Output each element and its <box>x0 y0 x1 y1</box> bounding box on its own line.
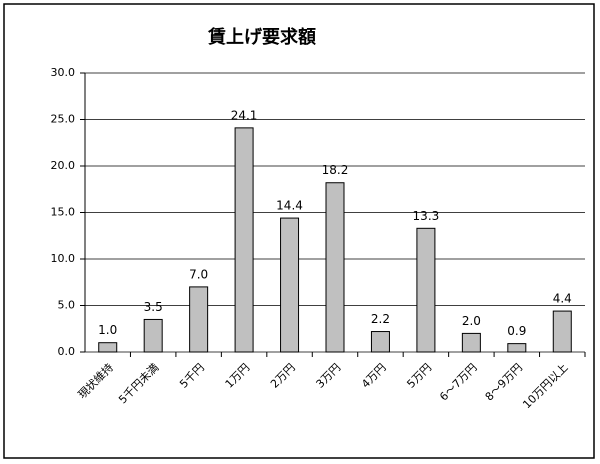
chart-title: 賃上げ要求額 <box>207 26 316 48</box>
y-tick-label: 0.0 <box>58 345 76 358</box>
bar <box>416 227 436 353</box>
value-label: 2.0 <box>462 314 481 328</box>
y-tick-label: 10.0 <box>51 252 76 265</box>
value-label: 2.2 <box>371 312 390 326</box>
x-tick-label: 5千円未満 <box>116 361 161 406</box>
bar <box>325 182 345 353</box>
x-tick-label: 2万円 <box>268 361 298 391</box>
value-label: 13.3 <box>413 209 440 223</box>
bar <box>234 127 254 353</box>
y-tick-label: 30.0 <box>51 66 76 79</box>
bar <box>507 343 527 353</box>
x-tick-label: 5万円 <box>404 361 434 391</box>
bar <box>189 286 209 353</box>
bar <box>98 342 118 353</box>
y-tick-label: 15.0 <box>51 206 76 219</box>
x-tick-label: 3万円 <box>314 361 344 391</box>
x-tick-label: 8～9万円 <box>483 361 525 403</box>
bar <box>280 217 300 353</box>
value-label: 24.1 <box>231 108 258 122</box>
bar <box>461 332 481 353</box>
y-tick-label: 25.0 <box>51 113 76 126</box>
y-tick-label: 20.0 <box>51 159 76 172</box>
bar <box>370 331 390 353</box>
value-label: 14.4 <box>276 199 303 213</box>
value-label: 3.5 <box>144 300 163 314</box>
x-tick-label: 6～7万円 <box>437 361 479 403</box>
chart-frame <box>3 3 595 459</box>
x-tick-label: 5千円 <box>177 361 207 391</box>
value-label: 18.2 <box>322 163 349 177</box>
x-tick-label: 現状維持 <box>75 360 116 401</box>
value-label: 0.9 <box>507 324 526 338</box>
bar <box>143 318 163 353</box>
bar <box>552 310 572 353</box>
value-label: 7.0 <box>189 267 208 281</box>
x-tick-label: 4万円 <box>359 361 389 391</box>
value-label: 1.0 <box>98 323 117 337</box>
x-tick-label: 10万円以上 <box>520 361 570 411</box>
value-label: 4.4 <box>553 292 572 306</box>
x-tick-label: 1万円 <box>223 361 253 391</box>
y-tick-label: 5.0 <box>58 299 76 312</box>
